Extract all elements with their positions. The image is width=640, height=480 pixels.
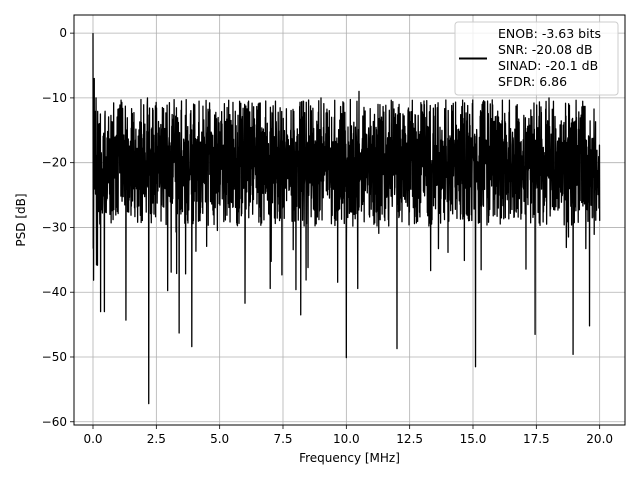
y-axis-ticks: 0 −10 −20 −30 −40 −50 −60	[42, 26, 74, 429]
x-tick-label: 7.5	[273, 432, 292, 446]
legend-box	[454, 21, 619, 96]
y-tick-label: −20	[42, 156, 67, 170]
y-tick-label: −50	[42, 350, 67, 364]
legend-sinad: SINAD: -20.1 dB	[498, 58, 598, 73]
y-tick-label: 0	[59, 26, 67, 40]
y-axis-label: PSD [dB]	[14, 193, 28, 246]
y-tick-label: −60	[42, 415, 67, 429]
x-tick-label: 17.5	[523, 432, 550, 446]
legend-enob: ENOB: -3.63 bits	[498, 26, 601, 41]
x-tick-label: 5.0	[210, 432, 229, 446]
legend: ENOB: -3.63 bits SNR: -20.08 dB SINAD: -…	[454, 21, 619, 96]
legend-snr: SNR: -20.08 dB	[498, 42, 593, 57]
x-tick-label: 20.0	[586, 432, 613, 446]
x-tick-label: 10.0	[333, 432, 360, 446]
y-tick-label: −40	[42, 285, 67, 299]
x-tick-label: 12.5	[396, 432, 423, 446]
series-group	[92, 33, 601, 405]
x-axis-label: Frequency [MHz]	[299, 451, 400, 465]
series-line-psd	[92, 33, 601, 405]
x-tick-label: 0.0	[83, 432, 102, 446]
plot-frame	[73, 14, 626, 426]
y-tick-label: −10	[42, 91, 67, 105]
x-tick-label: 2.5	[147, 432, 166, 446]
x-axis-ticks: 0.0 2.5 5.0 7.5 10.0 12.5 15.0 17.5 20.0	[83, 425, 613, 446]
x-tick-label: 15.0	[460, 432, 487, 446]
y-tick-label: −30	[42, 220, 67, 234]
legend-sfdr: SFDR: 6.86	[498, 74, 567, 89]
